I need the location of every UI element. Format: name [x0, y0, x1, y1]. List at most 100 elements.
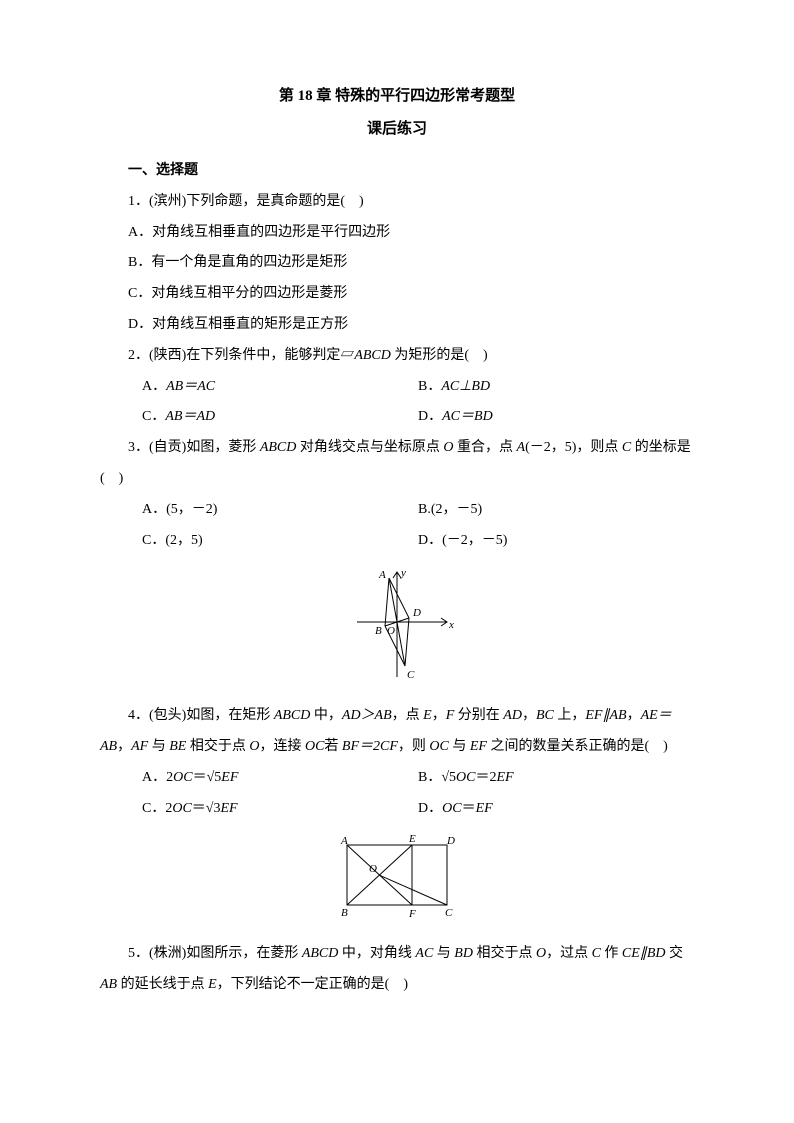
q4t6: ，: [522, 708, 536, 723]
q3-stem: 3．(自贡)如图，菱形 ABCD 对角线交点与坐标原点 O 重合，点 A(－2，…: [100, 433, 694, 495]
q2-opt-d: D．AC＝BD: [418, 402, 694, 433]
q4l2t7: ，则: [398, 739, 430, 754]
q5-stem: 5．(株洲)如图所示，在菱形 ABCD 中，对角线 AC 与 BD 相交于点 O…: [100, 939, 694, 1001]
q4i6: BC: [536, 708, 554, 723]
q3-i3: A: [517, 440, 526, 455]
fig3-d-label: D: [412, 607, 421, 619]
q4i14: OC: [429, 739, 448, 754]
q2-c-pre: C．: [142, 409, 165, 424]
q4dp: D．: [418, 801, 442, 816]
q4l2t4: 相交于点: [186, 739, 249, 754]
q2-d-it: AC＝BD: [442, 409, 493, 424]
q5i3: BD: [454, 946, 473, 961]
q5l2i1: BD: [647, 946, 666, 961]
q3-s3: 重合，点: [454, 440, 517, 455]
page-title: 第 18 章 特殊的平行四边形常考题型: [100, 80, 694, 113]
q4l2t9: 之间的数量关系正确的是( ): [487, 739, 668, 754]
q4-opt-b: B．√5OC＝2EF: [418, 763, 694, 794]
page-subtitle: 课后练习: [100, 113, 694, 146]
q4l2t2: ，: [117, 739, 131, 754]
q4-stem-line1: 4．(包头)如图，在矩形 ABCD 中，AD＞AB，点 E，F 分别在 AD，B…: [100, 701, 694, 763]
q2-opt-c: C．AB＝AD: [142, 402, 418, 433]
q3-i2: O: [443, 440, 453, 455]
q5t3: 与: [433, 946, 454, 961]
q5l2i2: AB: [100, 977, 117, 992]
q4bi2: EF: [496, 770, 513, 785]
q4i3: E: [423, 708, 432, 723]
q2-stem: 2．(陕西)在下列条件中，能够判定▱ABCD 为矩形的是( ): [100, 341, 694, 372]
q4dm: ＝: [462, 801, 476, 816]
q4di2: EF: [476, 801, 493, 816]
q2-c-it: AB＝AD: [165, 409, 215, 424]
q4cm: ＝√3: [192, 801, 221, 816]
q4bi1: OC: [456, 770, 475, 785]
q5i6: CE∥: [622, 946, 647, 961]
q5i1: ABCD: [302, 946, 339, 961]
q2-a-it: AB＝AC: [166, 379, 215, 394]
q4t7: 上，: [554, 708, 586, 723]
q2-stem-it: ABCD: [354, 348, 391, 363]
q3-s2: 对角线交点与坐标原点: [296, 440, 443, 455]
q5t1: 5．(株洲)如图所示，在菱形: [128, 946, 302, 961]
q1-stem: 1．(滨州)下列命题，是真命题的是( ): [100, 187, 694, 218]
q5l2t1: 交: [665, 946, 683, 961]
q4i2: AD＞AB: [342, 708, 392, 723]
q4am: ＝√5: [193, 770, 222, 785]
q4cp: C．2: [142, 801, 172, 816]
q5t5: ，过点: [546, 946, 592, 961]
q2-b-it: AC⊥BD: [441, 379, 490, 394]
section-heading: 一、选择题: [100, 156, 694, 187]
fig3-x-label: x: [448, 619, 454, 631]
q4bp: B．√5: [418, 770, 456, 785]
q4-opt-c: C．2OC＝√3EF: [142, 794, 418, 825]
fig4-a-label: A: [340, 835, 348, 847]
q2-opt-b: B．AC⊥BD: [418, 372, 694, 403]
q4ai1: OC: [173, 770, 192, 785]
q4ap: A．2: [142, 770, 173, 785]
q4di1: OC: [442, 801, 461, 816]
q4t5: 分别在: [454, 708, 503, 723]
q5t4: 相交于点: [473, 946, 536, 961]
q5l2i3: E: [208, 977, 217, 992]
q5i4: O: [536, 946, 546, 961]
q4t8: ，: [627, 708, 641, 723]
q2-d-pre: D．: [418, 409, 442, 424]
q4i1: ABCD: [274, 708, 311, 723]
q4-opt-a: A．2OC＝√5EF: [142, 763, 418, 794]
fig4-c-label: C: [445, 907, 453, 919]
q1-opt-c: C．对角线互相平分的四边形是菱形: [100, 279, 694, 310]
q4-figure: A B C D E F O: [100, 830, 694, 933]
q4i15: EF: [470, 739, 487, 754]
q3-s4: (－2，5)，则点: [525, 440, 622, 455]
q5t6: 作: [601, 946, 622, 961]
q4l2t8: 与: [449, 739, 470, 754]
q4t3: ，点: [392, 708, 424, 723]
q5l2t3: ，下列结论不一定正确的是( ): [217, 977, 408, 992]
q5i2: AC: [415, 946, 433, 961]
q3-opt-b: B.(2，－5): [418, 495, 694, 526]
q3-i4: C: [622, 440, 631, 455]
fig3-y-label: y: [400, 567, 406, 579]
q3-opt-d: D．(－2，－5): [418, 526, 694, 557]
fig3-c-label: C: [407, 669, 415, 681]
q4i13: BF＝2CF: [342, 739, 398, 754]
q4i9: AF: [131, 739, 148, 754]
q4ci2: EF: [220, 801, 237, 816]
q3-figure: y x A B C D O: [100, 562, 694, 695]
q4bm: ＝2: [475, 770, 496, 785]
fig3-a-label: A: [378, 569, 386, 581]
q4t1: 4．(包头)如图，在矩形: [128, 708, 274, 723]
q4t4: ，: [432, 708, 446, 723]
q2-b-pre: B．: [418, 379, 441, 394]
q4i11: O: [249, 739, 259, 754]
q2-a-pre: A．: [142, 379, 166, 394]
q4i4: F: [446, 708, 455, 723]
fig4-d-label: D: [446, 835, 455, 847]
q3-opt-a: A．(5，－2): [142, 495, 418, 526]
fig3-b-label: B: [375, 625, 382, 637]
q1-opt-b: B．有一个角是直角的四边形是矩形: [100, 248, 694, 279]
q4l2t6: 若: [324, 739, 342, 754]
q5l2t2: 的延长线于点: [117, 977, 208, 992]
q2-opt-a: A．AB＝AC: [142, 372, 418, 403]
q4ai2: EF: [221, 770, 238, 785]
